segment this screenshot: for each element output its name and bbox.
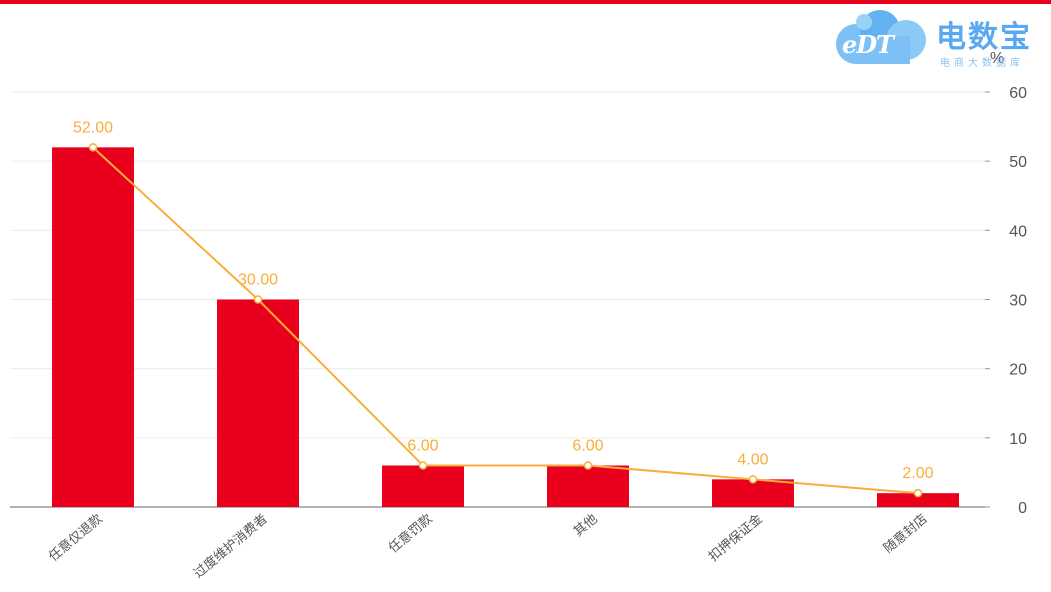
y-tick-label: 10 [1009, 431, 1027, 448]
cloud-logo-icon [836, 10, 926, 64]
line-series [88, 143, 923, 498]
y-tick-label: 20 [1009, 362, 1027, 379]
data-label: 4.00 [737, 451, 768, 468]
line-point [583, 461, 593, 470]
data-label: 30.00 [238, 272, 278, 289]
x-tick-label: 随意封店 [880, 511, 930, 557]
line-point [418, 461, 428, 470]
bar-series [52, 147, 959, 508]
y-axis-ticks: 0 10 20 30 40 50 60 [985, 85, 1027, 517]
line-path [92, 146, 919, 495]
y-axis-unit: % [990, 50, 1005, 67]
bar [52, 147, 134, 508]
bar [877, 493, 959, 507]
y-tick-label: 30 [1009, 293, 1027, 310]
line-point [913, 488, 923, 498]
data-label: 6.00 [572, 438, 603, 455]
line-point [253, 295, 263, 304]
bar [712, 479, 794, 507]
bar [382, 465, 464, 507]
grid-lines [10, 91, 985, 508]
y-tick-label: 50 [1009, 154, 1027, 171]
x-tick-label: 任意仅退款 [45, 511, 105, 565]
y-tick-label: 0 [1018, 500, 1027, 517]
data-label: 52.00 [73, 119, 113, 136]
bar [547, 465, 629, 507]
x-tick-label: 过度维护消费者 [191, 511, 271, 582]
y-tick-label: 60 [1009, 85, 1027, 102]
line-point [748, 475, 758, 484]
edt-logo: eDT 电数宝 电商大数据库 [834, 6, 1048, 70]
x-tick-label: 任意罚款 [385, 511, 435, 557]
y-tick-label: 40 [1009, 223, 1027, 240]
data-label: 6.00 [407, 438, 438, 455]
x-axis-ticks: 任意仅退款 过度维护消费者 任意罚款 其他 扣押保证金 随意封店 [45, 511, 930, 582]
logo-name: 电数宝 [936, 20, 1032, 55]
data-labels: 52.00 30.00 6.00 6.00 4.00 2.00 [73, 119, 934, 482]
logo-subtitle: 电商大数据库 [940, 58, 1024, 69]
top-accent-bar [0, 0, 1051, 4]
data-label: 2.00 [902, 465, 933, 482]
line-point [88, 143, 98, 152]
x-tick-label: 其他 [571, 512, 601, 540]
x-tick-label: 扣押保证金 [705, 511, 765, 565]
logo-badge-text: eDT [842, 30, 894, 59]
bar [217, 299, 299, 507]
